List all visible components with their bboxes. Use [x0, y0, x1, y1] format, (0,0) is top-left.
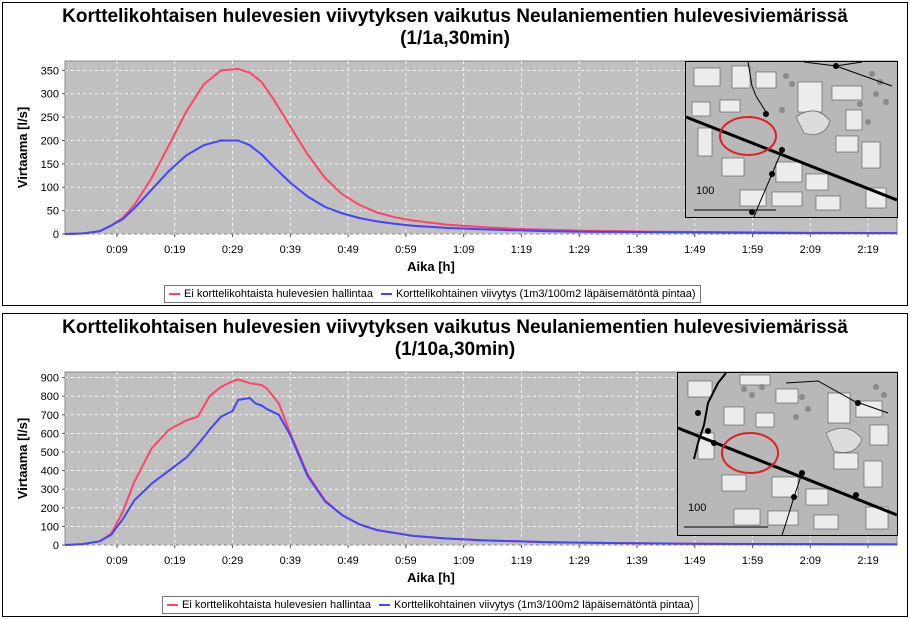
series-line-1 — [64, 397, 898, 546]
x-tick-label: 1:19 — [511, 244, 532, 256]
x-tick-label: 1:29 — [569, 555, 590, 567]
legend-item-retention: Korttelikohtainen viivytys (1m3/100m2 lä… — [378, 598, 694, 612]
chart-panel-10yr: Korttelikohtaisen hulevesien viivytyksen… — [2, 313, 908, 617]
x-tick-label: 0:09 — [106, 555, 127, 567]
y-tick-label: 100 — [41, 521, 59, 533]
legend-item-no-retention: Ei korttelikohtaista hulevesien hallinta… — [169, 287, 373, 301]
y-axis-label: Virtaama [l/s] — [15, 107, 30, 188]
x-axis-label: Aika [h] — [407, 570, 455, 585]
x-axis-label: Aika [h] — [407, 259, 455, 274]
y-tick-label: 800 — [41, 391, 59, 403]
y-tick-label: 0 — [53, 229, 59, 241]
y-tick-label: 250 — [41, 112, 59, 124]
x-tick-label: 2:19 — [857, 244, 878, 256]
chart-title: Korttelikohtaisen hulevesien viivytyksen… — [62, 317, 848, 360]
legend-swatch — [378, 604, 390, 606]
map-image: 100 — [686, 62, 897, 217]
legend-item-no-retention: Ei korttelikohtaista hulevesien hallinta… — [167, 598, 371, 612]
map-scale-label: 100 — [688, 502, 706, 514]
x-tick-label: 0:19 — [164, 244, 185, 256]
x-tick-label: 0:29 — [222, 555, 243, 567]
x-tick-label: 0:29 — [222, 244, 243, 256]
y-tick-label: 350 — [41, 65, 59, 77]
y-tick-label: 150 — [41, 159, 59, 171]
x-tick-label: 1:09 — [453, 555, 474, 567]
series-line-0 — [64, 67, 898, 235]
legend-swatch — [167, 604, 178, 606]
x-tick-label: 1:59 — [742, 555, 763, 567]
y-tick-label: 700 — [41, 410, 59, 422]
y-tick-label: 300 — [41, 484, 59, 496]
map-scale-label: 100 — [696, 185, 714, 197]
x-tick-label: 0:39 — [280, 244, 301, 256]
x-tick-label: 2:19 — [857, 555, 878, 567]
x-tick-label: 0:59 — [395, 555, 416, 567]
y-tick-label: 200 — [41, 135, 59, 147]
chart-panel-1yr: Korttelikohtaisen hulevesien viivytyksen… — [2, 2, 908, 306]
chart-legend: Ei korttelikohtaista hulevesien hallinta… — [164, 285, 701, 303]
x-tick-label: 0:39 — [280, 555, 301, 567]
y-tick-label: 200 — [41, 503, 59, 515]
y-tick-label: 0 — [53, 540, 59, 552]
x-tick-label: 0:09 — [106, 244, 127, 256]
legend-swatch — [380, 293, 392, 295]
y-tick-label: 100 — [41, 182, 59, 194]
x-tick-label: 1:59 — [742, 244, 763, 256]
map-image: 100 — [678, 373, 897, 535]
y-tick-label: 500 — [41, 447, 59, 459]
y-tick-label: 600 — [41, 428, 59, 440]
x-tick-label: 1:09 — [453, 244, 474, 256]
x-tick-label: 1:49 — [684, 244, 705, 256]
x-tick-label: 2:09 — [800, 244, 821, 256]
y-tick-label: 400 — [41, 466, 59, 478]
legend-swatch — [169, 293, 180, 295]
series-line-1 — [64, 139, 897, 235]
x-tick-label: 1:19 — [511, 555, 532, 567]
location-map: 100 — [685, 61, 898, 218]
location-map: 100 — [677, 372, 898, 536]
x-tick-label: 1:39 — [626, 555, 647, 567]
x-tick-label: 1:49 — [684, 555, 705, 567]
x-tick-label: 0:59 — [395, 244, 416, 256]
x-tick-label: 0:49 — [337, 244, 358, 256]
y-tick-label: 300 — [41, 89, 59, 101]
legend-item-retention: Korttelikohtainen viivytys (1m3/100m2 lä… — [380, 287, 696, 301]
x-tick-label: 1:39 — [626, 244, 647, 256]
chart-legend: Ei korttelikohtaista hulevesien hallinta… — [162, 596, 699, 614]
x-tick-label: 0:19 — [164, 555, 185, 567]
chart-title: Korttelikohtaisen hulevesien viivytyksen… — [62, 6, 848, 49]
x-tick-label: 0:49 — [337, 555, 358, 567]
y-tick-label: 50 — [47, 206, 59, 218]
x-tick-label: 1:29 — [569, 244, 590, 256]
x-tick-label: 2:09 — [800, 555, 821, 567]
y-tick-label: 900 — [41, 373, 59, 385]
y-axis-label: Virtaama [l/s] — [15, 418, 30, 499]
